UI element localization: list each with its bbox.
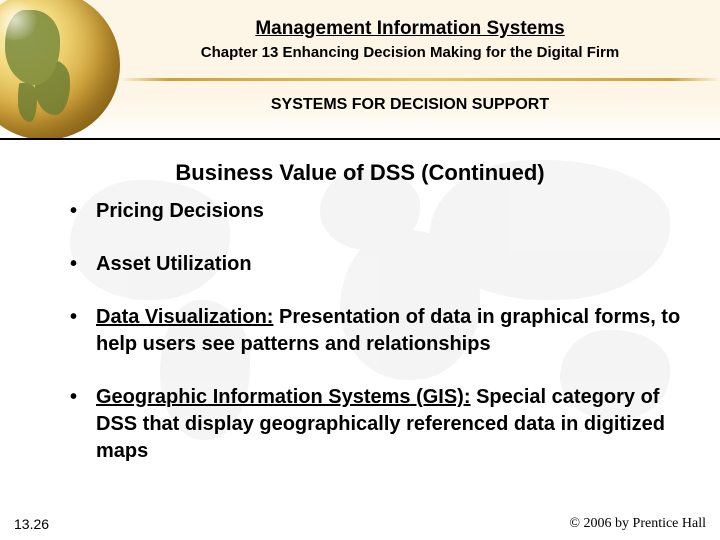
footer: 13.26 © 2006 by Prentice Hall	[0, 516, 720, 532]
bullet-item: Geographic Information Systems (GIS): Sp…	[70, 384, 690, 465]
bullet-text: Pricing Decisions	[96, 200, 264, 222]
book-title: Management Information Systems	[120, 18, 700, 40]
globe-icon	[0, 0, 120, 140]
copyright: © 2006 by Prentice Hall	[569, 516, 706, 532]
slide-content: Business Value of DSS (Continued) Pricin…	[0, 155, 720, 500]
bullet-item: Asset Utilization	[70, 251, 690, 278]
page-number: 13.26	[14, 516, 49, 532]
slide-heading: Business Value of DSS (Continued)	[30, 160, 690, 186]
bullet-term: Data Visualization:	[96, 306, 273, 328]
bullet-list: Pricing Decisions Asset Utilization Data…	[30, 198, 690, 465]
gold-divider	[120, 78, 720, 81]
bullet-item: Pricing Decisions	[70, 198, 690, 225]
bullet-term: Geographic Information Systems (GIS):	[96, 386, 471, 408]
bullet-item: Data Visualization: Presentation of data…	[70, 304, 690, 358]
header-band: Management Information Systems Chapter 1…	[0, 0, 720, 140]
black-divider	[0, 138, 720, 140]
bullet-text: Asset Utilization	[96, 253, 252, 275]
chapter-title: Chapter 13 Enhancing Decision Making for…	[120, 44, 700, 61]
section-title: SYSTEMS FOR DECISION SUPPORT	[120, 96, 700, 114]
